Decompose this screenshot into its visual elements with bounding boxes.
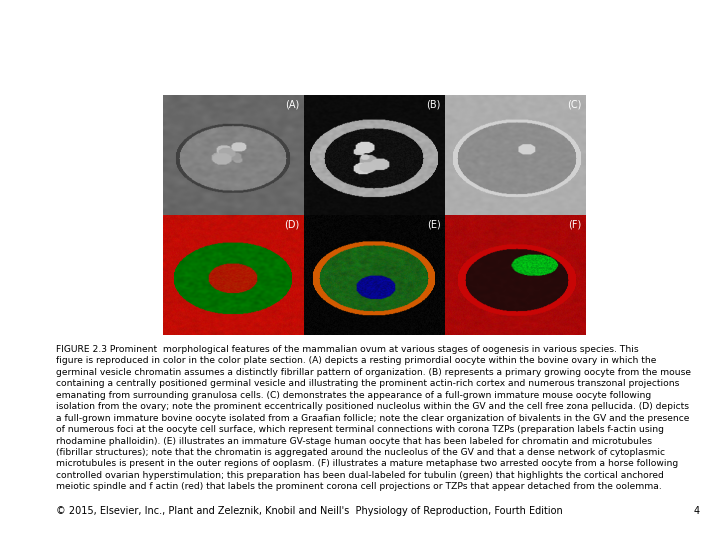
- Text: © 2015, Elsevier, Inc., Plant and Zeleznik, Knobil and Neill's  Physiology of Re: © 2015, Elsevier, Inc., Plant and Zelezn…: [56, 506, 563, 516]
- Text: FIGURE 2.3 Prominent  morphological features of the mammalian ovum at various st: FIGURE 2.3 Prominent morphological featu…: [56, 345, 691, 491]
- Text: (A): (A): [286, 100, 300, 110]
- Text: 4: 4: [694, 506, 700, 516]
- Text: (E): (E): [427, 220, 441, 230]
- Text: (F): (F): [569, 220, 582, 230]
- Text: (B): (B): [426, 100, 441, 110]
- Text: (C): (C): [567, 100, 582, 110]
- Text: (D): (D): [284, 220, 300, 230]
